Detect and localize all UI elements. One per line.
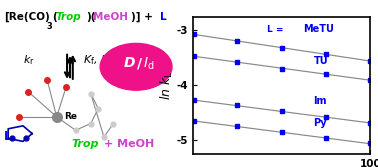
Text: (: ( [52, 12, 57, 22]
Text: $\mathit{I}_\mathrm{d}$: $\mathit{I}_\mathrm{d}$ [143, 55, 154, 72]
Text: L: L [160, 12, 166, 22]
Y-axis label: $\mathit{ln}\ k_\mathrm{L}$: $\mathit{ln}\ k_\mathrm{L}$ [159, 70, 175, 100]
Text: TU: TU [314, 56, 328, 66]
Text: D: D [124, 56, 135, 70]
Ellipse shape [100, 43, 172, 90]
Text: $k_\mathrm{r}$: $k_\mathrm{r}$ [23, 53, 34, 67]
Text: )] +: )] + [132, 12, 157, 22]
Text: MeTU: MeTU [303, 24, 334, 34]
Text: Im: Im [314, 96, 327, 106]
Text: Trop: Trop [56, 12, 81, 22]
Text: )(: )( [86, 12, 96, 22]
Text: L =: L = [267, 25, 284, 34]
Text: $K_\mathrm{f}$, $k_\mathrm{f}$: $K_\mathrm{f}$, $k_\mathrm{f}$ [83, 53, 112, 67]
Text: Py: Py [314, 118, 327, 128]
Text: Trop: Trop [72, 139, 99, 149]
Text: /: / [137, 56, 142, 70]
Text: [Re(CO): [Re(CO) [4, 12, 50, 22]
Text: Re: Re [64, 112, 77, 121]
Text: MeOH: MeOH [93, 12, 128, 22]
Text: 3: 3 [46, 22, 52, 31]
Text: L: L [4, 130, 12, 143]
Text: + MeOH: + MeOH [104, 139, 154, 149]
